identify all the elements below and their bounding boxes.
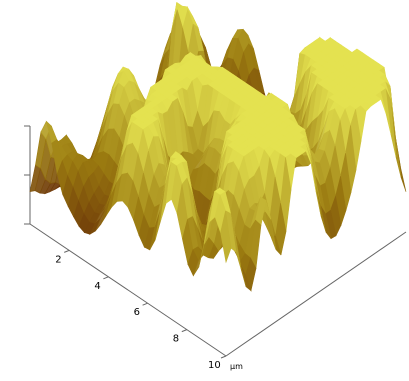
x-tick-mark: [64, 249, 70, 253]
x-axis-unit: μm: [230, 362, 243, 371]
x-tick-label: 4: [94, 281, 100, 292]
x-tick-mark: [220, 355, 227, 359]
z-axis: [24, 125, 31, 225]
x-tick-label: 2: [55, 254, 61, 265]
x-tick-label: 8: [173, 334, 179, 345]
x-axis-ticks: 2 4 6 8 10: [55, 249, 227, 371]
surface-facet: [395, 137, 407, 192]
x-tick-label: 6: [134, 307, 140, 318]
y-axis-line: [225, 231, 407, 357]
x-axis: [29, 223, 407, 357]
x-tick-mark: [181, 329, 187, 333]
x-axis-line: [29, 223, 227, 357]
surface-facet: [220, 210, 232, 264]
x-tick-mark: [103, 276, 109, 280]
x-tick-label: 10: [208, 360, 221, 371]
x-tick-mark: [142, 302, 148, 306]
surface-mesh: [29, 1, 407, 292]
